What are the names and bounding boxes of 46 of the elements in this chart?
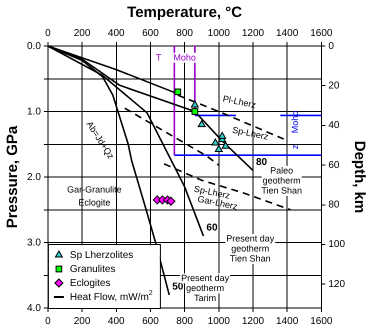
- x2-tick-label: 600: [142, 28, 160, 39]
- x2-tick-label: 1400: [276, 28, 299, 39]
- annotation: 50: [172, 282, 184, 293]
- y2-tick-label: 20: [328, 80, 340, 92]
- y-tick-label: 3.0: [26, 237, 42, 248]
- x2-tick-label: 1200: [242, 28, 265, 39]
- y2-tick-label: 120: [328, 278, 346, 290]
- annotation: Present day geotherm Tien Shan: [226, 234, 275, 264]
- x2-tick-label: 400: [108, 28, 126, 39]
- x2-tick-label: 1000: [208, 28, 230, 39]
- x-tick-label: 600: [142, 316, 160, 327]
- x2-tick-label: 0: [45, 28, 52, 39]
- x2-tick-label: 800: [176, 28, 194, 39]
- y-tick-label: 1.0: [26, 106, 42, 118]
- legend-label: Eclogites: [70, 278, 110, 289]
- y2-tick-label: 60: [328, 160, 340, 171]
- x-tick-label: 200: [74, 316, 91, 327]
- y2-tick-label: 80: [328, 200, 340, 211]
- annotation: Moho: [173, 52, 196, 62]
- y2-tick-label: 100: [328, 239, 346, 250]
- x2-tick-label: 1600: [310, 28, 333, 39]
- x-tick-label: 400: [108, 316, 126, 327]
- annotation: Paleo geotherm Tien Shan: [261, 165, 302, 196]
- y2-tick-label: 40: [328, 120, 340, 132]
- legend-label: Sp Lherzolites: [70, 250, 134, 261]
- x-tick-label: 800: [176, 316, 194, 327]
- annotation: z: [290, 144, 300, 150]
- x-tick-label: 1600: [310, 316, 333, 327]
- annotation: 60: [206, 222, 218, 234]
- y-tick-label: 2.0: [26, 172, 42, 183]
- y2-tick-label: 0: [328, 40, 334, 52]
- x-tick-label: 1000: [208, 316, 230, 327]
- x2-tick-label: 200: [74, 28, 91, 39]
- x-tick-label: 0: [45, 316, 52, 327]
- legend-label: Granulites: [70, 264, 116, 275]
- annotation: Pl-Lherz: [222, 94, 258, 110]
- y-axis-title: Pressure, GPa: [4, 125, 22, 228]
- annotation: Sp-Lherz: [231, 124, 270, 142]
- y-tick-label: 4.0: [26, 302, 42, 314]
- y-tick-label: 0.0: [26, 40, 42, 52]
- y2-axis-title: Depth, km: [350, 140, 368, 214]
- annotation: Moho: [290, 110, 300, 134]
- x2-axis-title: Temperature, °C: [127, 4, 242, 22]
- x-tick-label: 1400: [276, 316, 299, 327]
- x-tick-label: 1200: [242, 316, 265, 327]
- annotation: T: [156, 52, 162, 62]
